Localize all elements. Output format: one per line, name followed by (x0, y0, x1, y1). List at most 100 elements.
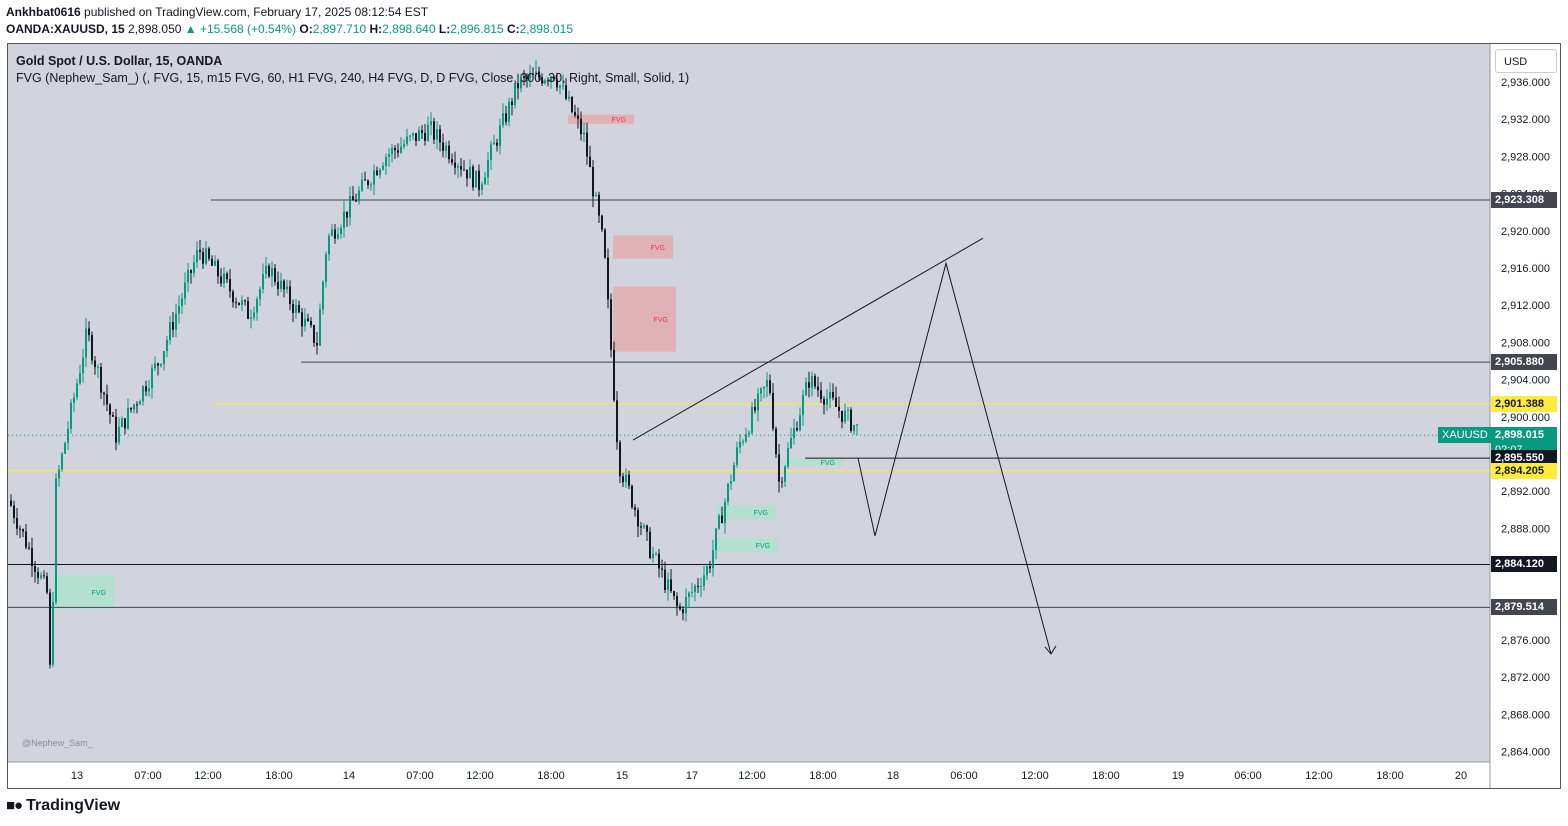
time-tick: 18:00 (265, 770, 293, 782)
candle-body (703, 575, 705, 587)
currency-button[interactable]: USD (1495, 49, 1557, 73)
author-watermark: @Nephew_Sam_ (22, 738, 93, 748)
candle-body (562, 85, 564, 87)
price-label: 2,895.550 (1491, 450, 1557, 467)
candle-body (619, 442, 621, 477)
candle-body (400, 146, 402, 153)
price-tick: 2,932.000 (1501, 114, 1550, 126)
candle-body (688, 592, 690, 597)
candle-body (415, 133, 417, 141)
candle-body (13, 505, 15, 518)
candle-body (502, 113, 504, 126)
candle-body (133, 404, 135, 410)
price-axis-area (1490, 44, 1560, 788)
candle-body (385, 156, 387, 166)
candle-body (511, 101, 513, 106)
candle-body (76, 383, 78, 398)
candle-body (220, 276, 222, 284)
candle-body (259, 289, 261, 300)
candle-body (274, 268, 276, 282)
chart-title[interactable]: Gold Spot / U.S. Dollar, 15, OANDA (16, 54, 223, 68)
candle-body (742, 441, 744, 443)
candle-body (232, 291, 234, 303)
candle-body (568, 96, 570, 99)
candle-body (469, 166, 471, 179)
candle-body (604, 229, 606, 258)
close-value: 2,898.015 (519, 22, 573, 36)
time-tick: 07:00 (406, 770, 434, 782)
price-label: 2,923.308 (1491, 192, 1557, 209)
candle-body (817, 386, 819, 391)
time-tick: 12:00 (738, 770, 766, 782)
candle-body (763, 386, 765, 389)
time-tick: 07:00 (134, 770, 162, 782)
candle-body (184, 282, 186, 299)
candle-body (739, 441, 741, 448)
fvg-zone (613, 286, 676, 352)
candle-body (691, 591, 693, 593)
candle-body (325, 254, 327, 282)
candle-body (322, 281, 324, 310)
candle-body (781, 481, 783, 483)
candle-body (193, 262, 195, 273)
price-tick: 2,908.000 (1501, 337, 1550, 349)
candle-body (655, 553, 657, 555)
high-label: H: (369, 22, 383, 36)
candle-body (97, 367, 99, 369)
low-value: 2,896.815 (450, 22, 504, 36)
candle-body (658, 553, 660, 569)
candle-body (394, 147, 396, 151)
candle-body (499, 125, 501, 146)
candle-body (481, 184, 483, 190)
projected-path (857, 261, 1052, 655)
last-price: 2,898.050 (128, 22, 182, 36)
candle-body (382, 165, 384, 170)
publish-text: published on TradingView.com, February 1… (80, 5, 429, 19)
price-tick: 2,872.000 (1501, 672, 1550, 684)
author-name[interactable]: Ankhbat0616 (6, 5, 81, 19)
candle-body (484, 177, 486, 185)
candle-body (826, 398, 828, 405)
candle-body (805, 382, 807, 396)
candle-body (280, 280, 282, 289)
candle-body (310, 321, 312, 326)
candle-body (136, 404, 138, 406)
candle-body (757, 393, 759, 411)
candle-body (52, 602, 54, 665)
candle-body (661, 568, 663, 570)
candle-body (445, 145, 447, 151)
candle-body (367, 180, 369, 186)
chart-panel[interactable]: FVG FVG FVG FVG FVG FVG FVG 2,936.000 2,932.000 2… (7, 43, 1561, 789)
open-value: 2,897.710 (312, 22, 367, 36)
candle-body (856, 424, 858, 426)
candle-body (553, 76, 555, 80)
candle-body (403, 144, 405, 147)
trendline-drawing (632, 237, 984, 441)
candle-body (724, 501, 726, 524)
candle-body (586, 132, 588, 157)
candle-body (694, 585, 696, 592)
candle-body (217, 260, 219, 277)
candle-body (637, 510, 639, 527)
candle-body (406, 136, 408, 145)
candle-body (529, 73, 531, 79)
candle-body (154, 363, 156, 369)
candle-body (364, 179, 366, 181)
candle-body (454, 162, 456, 168)
fvg-label: FVG (756, 543, 770, 550)
candle-body (175, 313, 177, 330)
candle-body (85, 328, 87, 358)
indicator-legend[interactable]: FVG (Nephew_Sam_) (, FVG, 15, m15 FVG, 6… (16, 71, 690, 85)
candle-body (715, 528, 717, 551)
candle-body (421, 130, 423, 133)
candle-body (337, 234, 339, 239)
candle-body (613, 349, 615, 401)
candle-body (793, 428, 795, 439)
candle-body (631, 485, 633, 508)
tradingview-logo[interactable]: ■● TradingView (6, 797, 120, 815)
candle-body (64, 442, 66, 454)
chart-canvas[interactable]: FVG FVG FVG FVG FVG FVG FVG 2,936.000 2,932.000 2… (8, 44, 1560, 788)
price-label: 2,879.514 (1491, 599, 1557, 616)
candle-body (139, 401, 141, 405)
candle-body (526, 76, 528, 79)
